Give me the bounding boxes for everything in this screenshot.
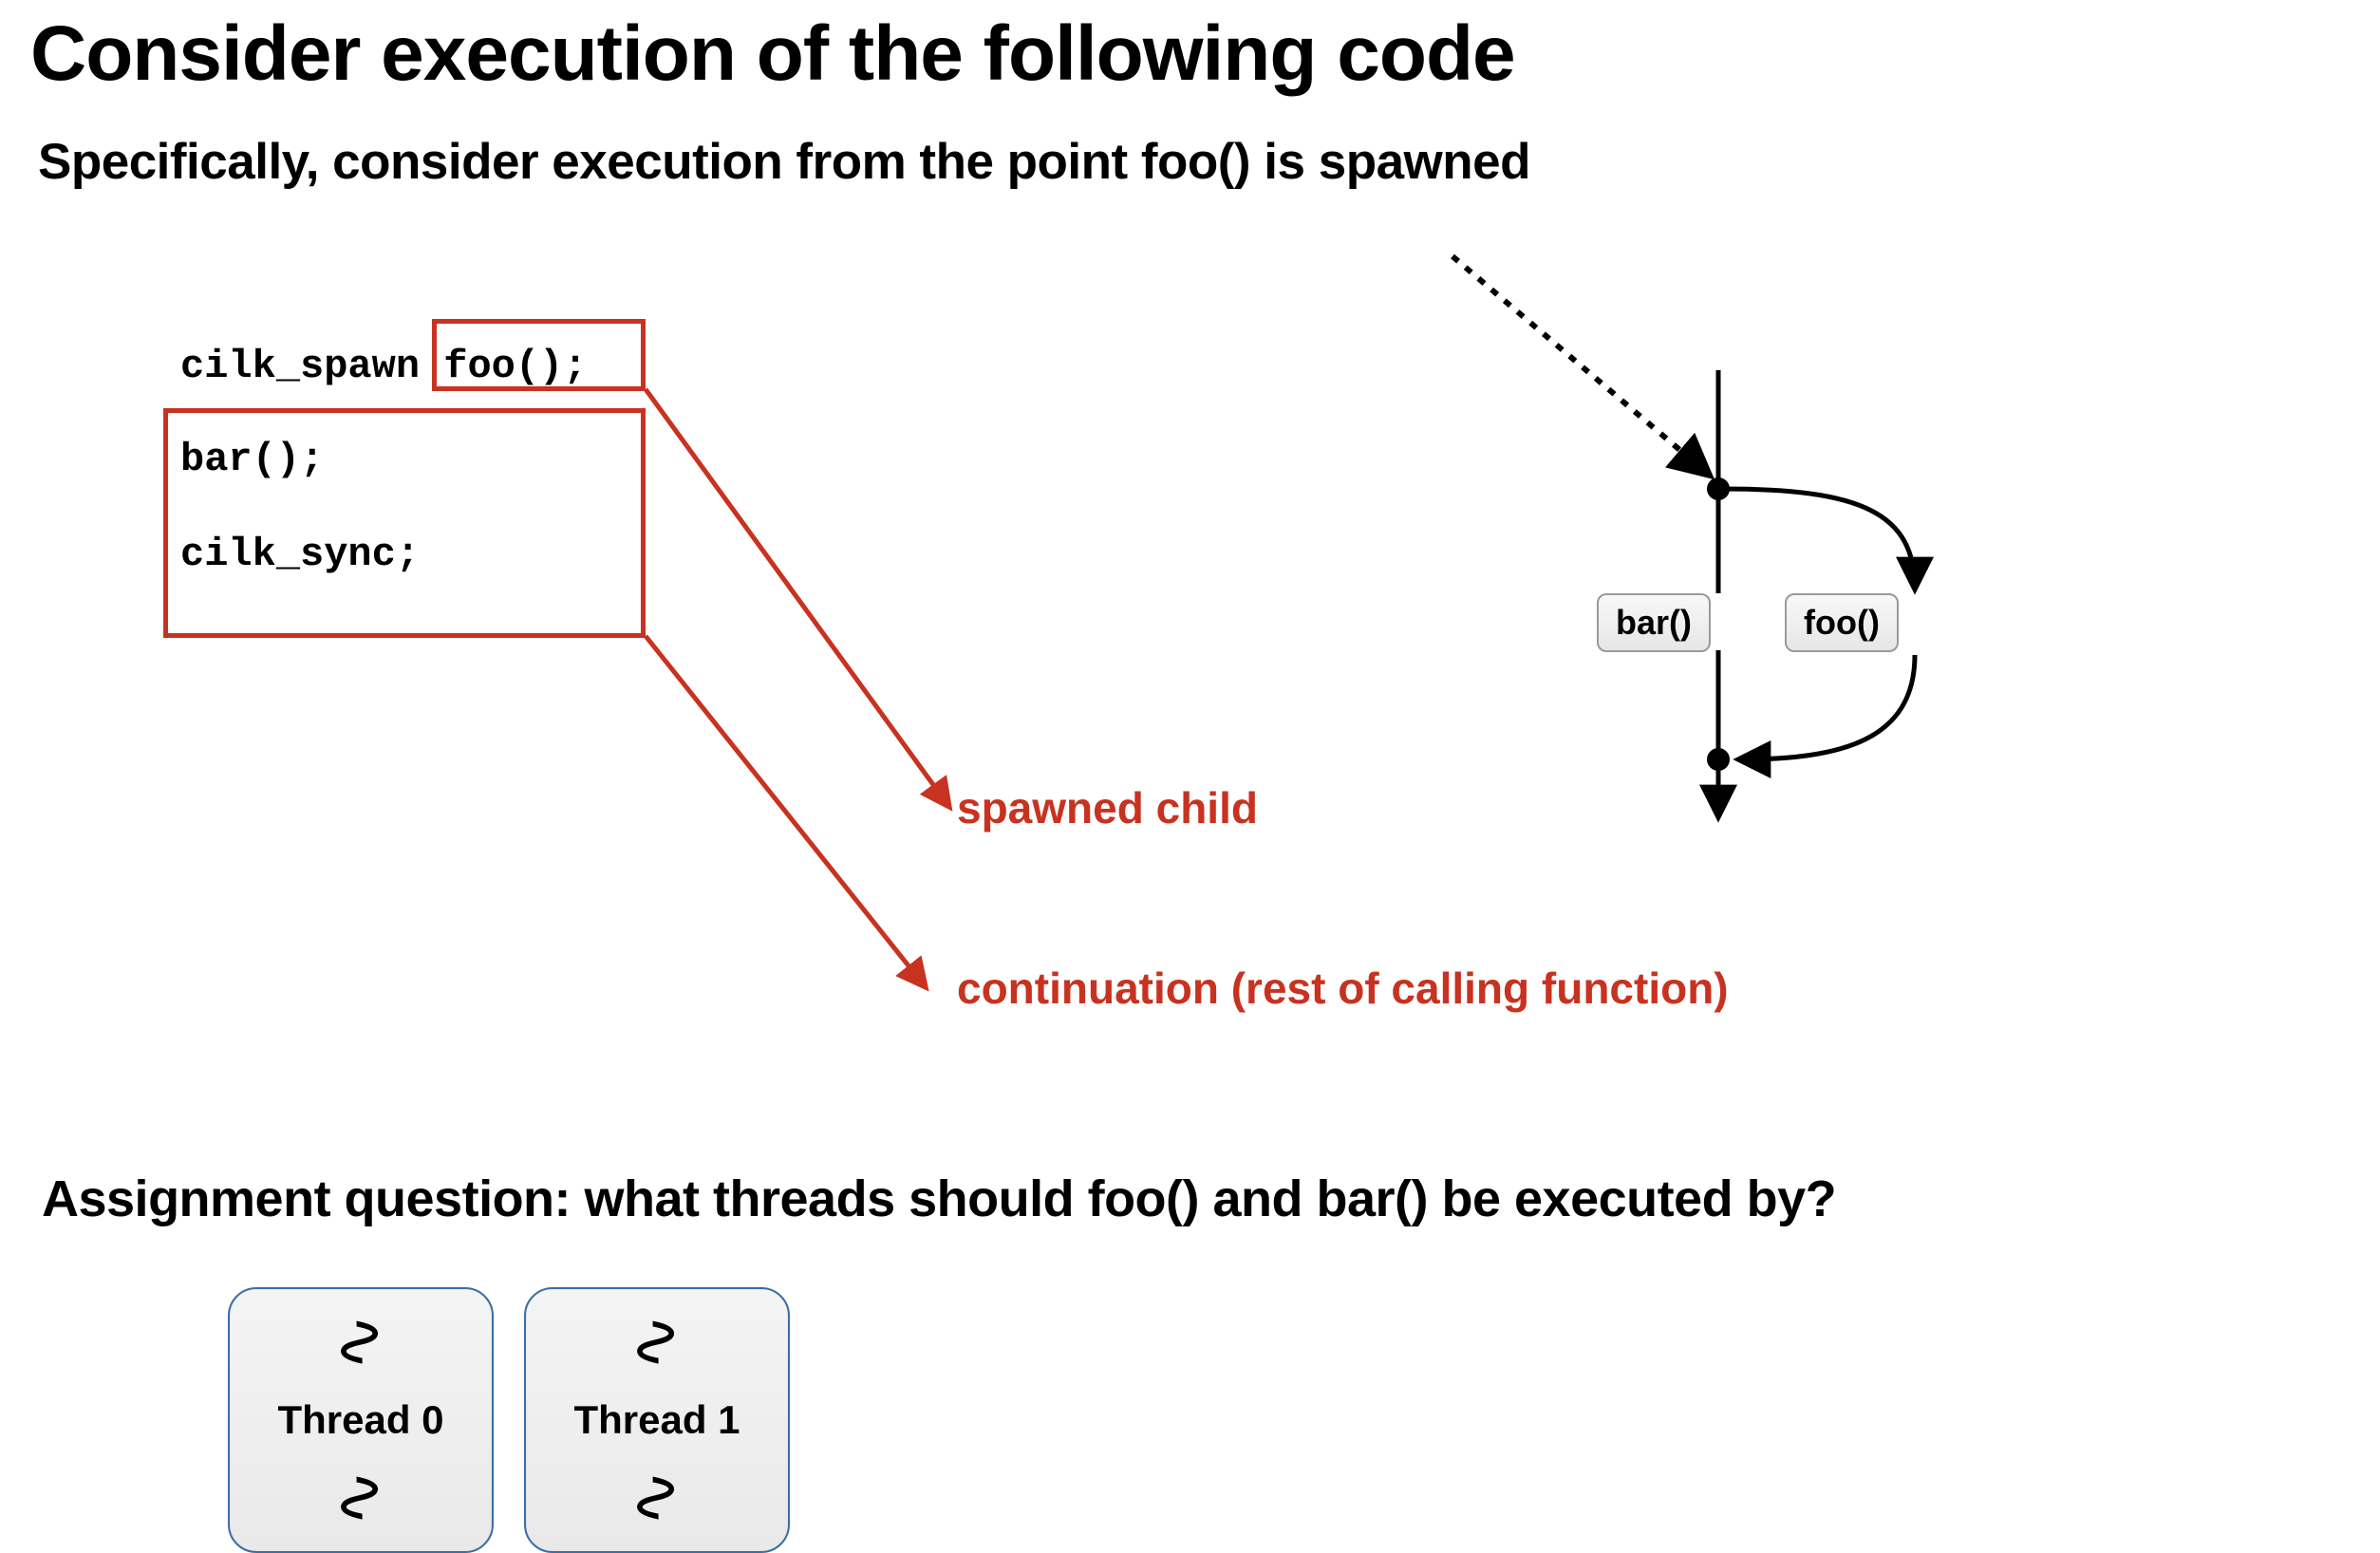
continuation-highlight-box bbox=[163, 408, 646, 638]
continuation-connector-line bbox=[646, 636, 926, 987]
continuation-label: continuation (rest of calling function) bbox=[957, 963, 1729, 1014]
thread-0-label: Thread 0 bbox=[277, 1397, 443, 1443]
bar-call-box: bar() bbox=[1597, 593, 1711, 652]
foo-highlight-box bbox=[432, 319, 646, 391]
foo-branch-out bbox=[1723, 489, 1915, 589]
foo-branch-back bbox=[1739, 655, 1915, 759]
squiggle-icon: ∿ bbox=[623, 1469, 691, 1526]
assignment-question: Assignment question: what threads should… bbox=[42, 1169, 1836, 1228]
squiggle-icon: ∿ bbox=[327, 1469, 395, 1526]
squiggle-icon: ∿ bbox=[623, 1314, 691, 1371]
spawned-child-label: spawned child bbox=[957, 782, 1258, 833]
spawned-connector-line bbox=[646, 389, 949, 807]
dotted-incoming-arrow bbox=[1452, 256, 1709, 475]
slide-subtitle: Specifically, consider execution from th… bbox=[38, 133, 1530, 191]
thread-1-box: ∿ Thread 1 ∿ bbox=[524, 1287, 790, 1553]
slide-title: Consider execution of the following code bbox=[30, 9, 1515, 99]
join-dot bbox=[1707, 748, 1730, 771]
fork-dot bbox=[1707, 477, 1730, 500]
thread-1-label: Thread 1 bbox=[573, 1397, 740, 1443]
thread-0-box: ∿ Thread 0 ∿ bbox=[228, 1287, 494, 1553]
squiggle-icon: ∿ bbox=[327, 1314, 395, 1371]
foo-call-box: foo() bbox=[1785, 593, 1899, 652]
